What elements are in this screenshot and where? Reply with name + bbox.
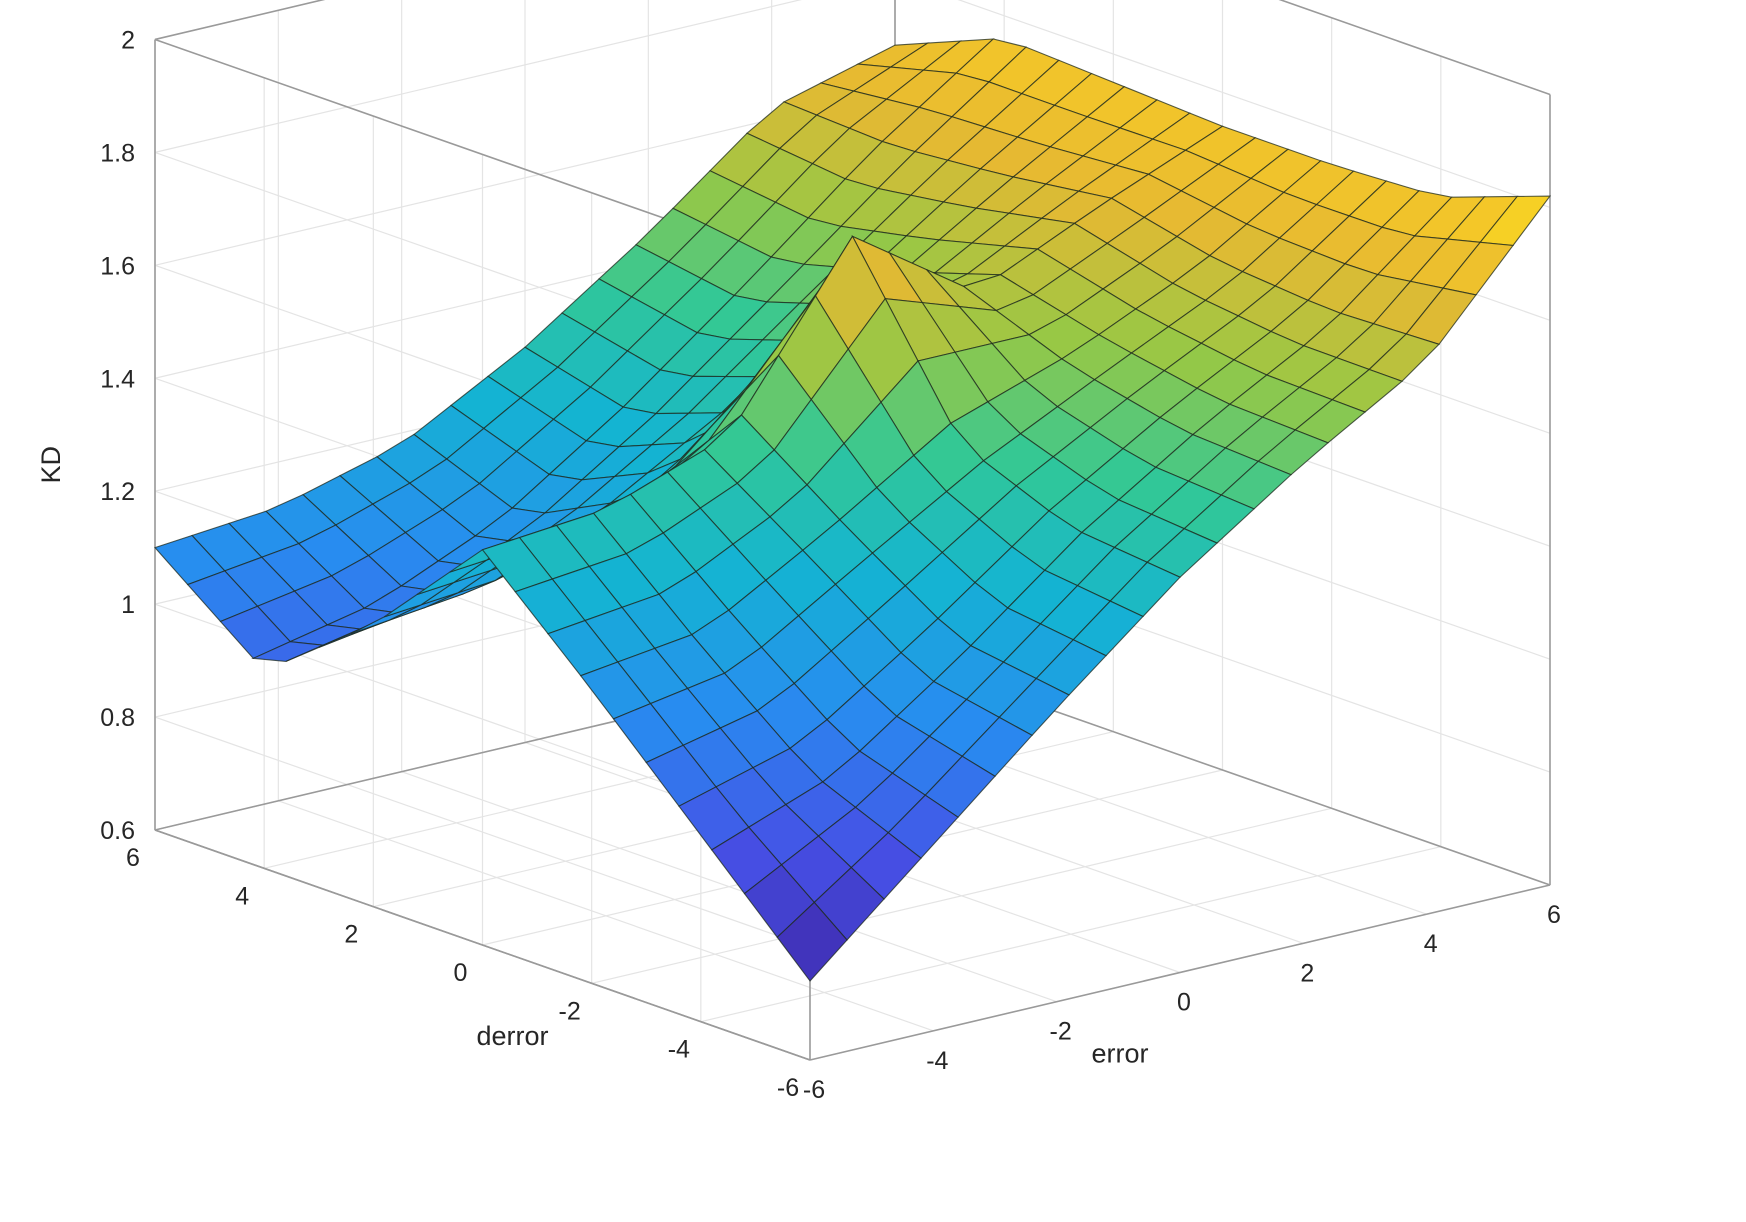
y-tick-label: 4 [235,882,249,910]
x-tick-label: -2 [1050,1018,1072,1046]
y-tick-label: -4 [668,1036,690,1064]
y-tick-label: 2 [344,921,358,949]
y-tick-label: 6 [126,844,140,872]
axes-box-edge [1278,0,1551,96]
axis-line [154,829,811,1061]
x-tick-label: 0 [1177,989,1191,1017]
z-tick-label: 0.8 [100,704,135,732]
y-tick-label: -2 [559,997,581,1025]
surface-mesh [154,38,1552,982]
z-tick-label: 1.4 [100,365,135,393]
z-axis-label: KD [36,446,66,484]
axes-box-front [154,829,1551,1061]
y-tick-label: -6 [777,1074,799,1102]
x-tick-label: 2 [1300,959,1314,987]
x-tick-label: 6 [1547,901,1561,929]
x-tick-label: 4 [1424,930,1438,958]
z-tick-label: 1 [121,591,135,619]
x-tick-label: -4 [926,1047,948,1075]
y-axis-label: derror [476,1021,548,1051]
axis-line [809,884,1551,1061]
axes-box-edge [154,0,326,41]
x-tick-label: -6 [803,1076,825,1104]
z-tick-label: 1.6 [100,252,135,280]
surface-patch [776,901,848,982]
y-tick-label: 0 [454,959,468,987]
z-tick-label: 1.8 [100,139,135,167]
z-tick-label: 2 [121,26,135,54]
x-axis-label: error [1091,1039,1148,1069]
z-tick-label: 1.2 [100,478,135,506]
z-tick-label: 0.6 [100,817,135,845]
